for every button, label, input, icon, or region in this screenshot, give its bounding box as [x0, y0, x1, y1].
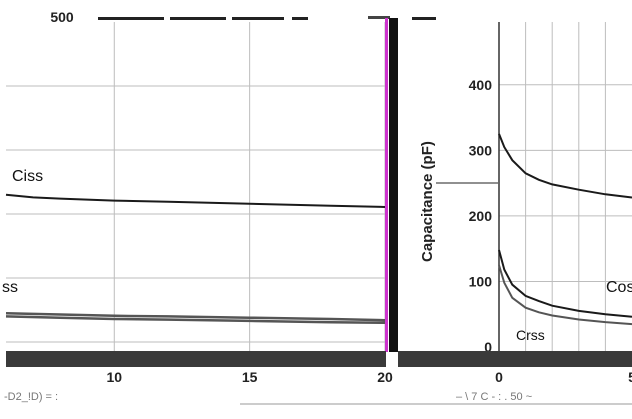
left-tick-labels: 10 15 20 500	[50, 9, 393, 385]
left-series-line-1	[5, 311, 386, 322]
right-series-line-2	[498, 264, 632, 326]
series-label-ciss: Ciss	[12, 168, 43, 185]
left-series-line-2	[5, 315, 386, 325]
right-tick-labels: 0 100 200 300 400 0 5	[469, 77, 632, 385]
right-chart-panel: 0 100 200 300 400 0 5 Capacitance (pF) Coss Cr…	[419, 22, 632, 385]
bottom-band-left	[6, 351, 386, 367]
right-series-line-0	[498, 133, 632, 199]
divider-accent	[385, 18, 388, 352]
left-x-tick-1: 15	[242, 369, 258, 385]
right-y-axis-label: Capacitance (pF)	[419, 141, 436, 262]
right-x-tick-1: 5	[628, 369, 632, 385]
footer-noise-right: – \ 7 C - : . 50 ~	[456, 391, 532, 403]
left-grid	[6, 22, 386, 351]
series-label-coss: Coss	[606, 279, 632, 296]
left-y-tick-0: 500	[50, 9, 74, 25]
right-x-tick-0: 0	[495, 369, 503, 385]
left-series-lines	[5, 193, 386, 325]
series-label-crss: Crss	[516, 327, 545, 343]
divider-bar	[389, 18, 398, 352]
right-y-tick-4: 400	[469, 77, 493, 93]
bottom-band-right	[398, 351, 632, 367]
right-y-tick-0: 0	[484, 339, 492, 355]
footer-noise-left: -D2_!D) = :	[4, 391, 58, 403]
right-y-tick-3: 300	[469, 142, 493, 158]
right-y-tick-2: 200	[469, 208, 493, 224]
top-dash-fragments	[98, 16, 436, 20]
series-label-ss: ss	[2, 279, 18, 296]
right-series-line-1	[498, 249, 632, 318]
left-series-line-0	[5, 193, 386, 208]
right-y-tick-1: 100	[469, 273, 493, 289]
right-series-lines	[498, 133, 632, 326]
left-x-tick-0: 10	[106, 369, 122, 385]
left-x-tick-2: 20	[377, 369, 393, 385]
left-chart-panel: 10 15 20 500 Ciss ss	[2, 9, 393, 385]
